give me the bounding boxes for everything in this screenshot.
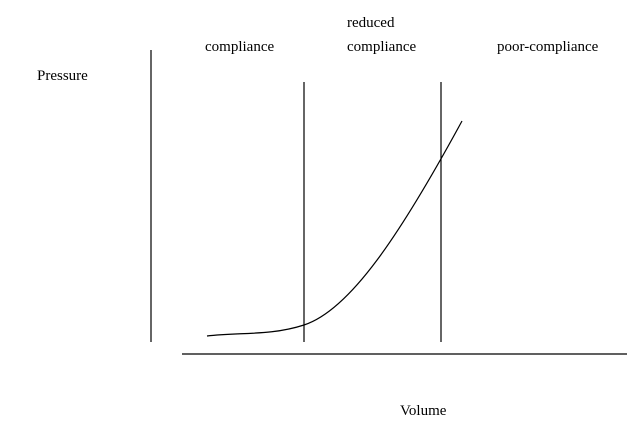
- x-axis-label: Volume: [400, 403, 447, 419]
- region-label: poor-compliance: [497, 39, 599, 55]
- y-axis-label: Pressure: [37, 68, 88, 84]
- region-label: compliance: [347, 39, 416, 55]
- pressure-volume-curve: [206, 120, 463, 337]
- region-label: compliance: [205, 39, 274, 55]
- region-label: reduced: [347, 15, 395, 31]
